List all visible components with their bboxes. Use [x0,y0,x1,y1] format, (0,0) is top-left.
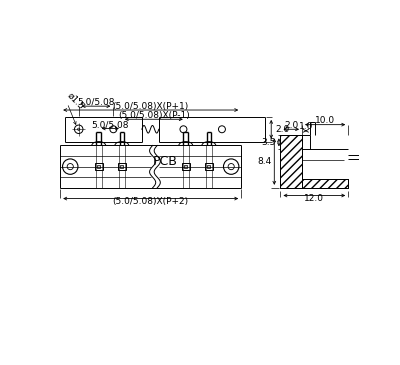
Text: 5.0/5.08: 5.0/5.08 [92,120,129,129]
Text: (5.0/5.08)X(P+2): (5.0/5.08)X(P+2) [113,197,189,206]
Text: 2.0: 2.0 [284,121,298,130]
Text: 1.0: 1.0 [299,123,313,131]
Text: 8.4: 8.4 [257,157,271,166]
Bar [118,163,126,170]
Bar [95,163,102,170]
Text: ø1.5: ø1.5 [66,91,86,112]
Text: PCB: PCB [152,155,177,169]
Bar [280,135,302,188]
Bar [120,165,123,168]
Bar [184,165,187,168]
Text: 10.0: 10.0 [315,116,335,125]
Bar [182,163,190,170]
Text: 5.0/5.08: 5.0/5.08 [77,98,115,107]
Text: (5.0/5.08)X(P+1): (5.0/5.08)X(P+1) [112,102,189,111]
Text: (5.0/5.08)X(P-1): (5.0/5.08)X(P-1) [118,111,190,120]
Bar [302,178,348,188]
Bar [97,165,100,168]
Text: 12.0: 12.0 [304,194,324,203]
Bar [207,165,210,168]
Text: 3.5: 3.5 [262,138,276,147]
Bar [205,163,213,170]
Text: 2.0: 2.0 [275,125,289,134]
